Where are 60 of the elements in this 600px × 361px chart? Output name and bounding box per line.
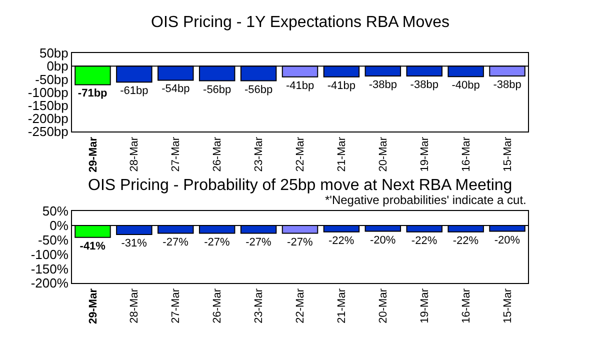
text: *'Negative probabilities' indicate a cut.	[325, 193, 526, 207]
x-tick-label: 23-Mar	[253, 288, 266, 324]
y-tick-label: -200%	[30, 276, 69, 291]
x-tick-label: 28-Mar	[128, 136, 141, 172]
data-label: -38bp	[368, 79, 397, 92]
data-label: -27%	[287, 236, 313, 248]
x-tick-label: 16-Mar	[460, 136, 472, 172]
y-tick-label: -50bp	[35, 72, 68, 87]
y-tick-label: -150%	[30, 261, 69, 276]
chart-title: OIS Pricing - Probability of 25bp move at Next RBA Meeting	[88, 177, 512, 194]
data-label: -41bp	[286, 80, 314, 92]
data-label: -71bp	[78, 88, 108, 100]
x-tick-label: 27-Mar	[170, 288, 182, 324]
y-tick-label: -100bp	[28, 84, 68, 100]
x-tick-label: 19-Mar	[418, 288, 431, 324]
x-tick-label: 19-Mar	[418, 136, 431, 172]
x-tick-label: 27-Mar	[170, 136, 182, 172]
x-tick-label: 15-Mar	[502, 288, 514, 324]
x-tick-label: 26-Mar	[212, 288, 224, 324]
data-label: -38bp	[410, 79, 438, 92]
x-tick-label: 29-Mar	[87, 288, 100, 324]
data-label: -41bp	[327, 80, 356, 92]
data-label: -56bp	[203, 84, 232, 96]
data-label: -27%	[162, 236, 189, 248]
x-tick-label: 20-Mar	[377, 288, 390, 324]
data-label: -38bp	[493, 79, 522, 92]
x-tick-label: 20-Mar	[377, 136, 390, 172]
data-label: -20%	[370, 234, 396, 246]
y-tick-label: -100%	[30, 246, 69, 262]
data-label: -40bp	[452, 80, 480, 92]
x-tick-label: 26-Mar	[212, 136, 224, 172]
data-label: -27%	[204, 236, 230, 248]
x-tick-label: 22-Mar	[294, 288, 307, 324]
x-tick-label: 28-Mar	[128, 288, 141, 324]
y-tick-label: 50bp	[39, 46, 68, 61]
y-tick-label: -150bp	[28, 98, 68, 113]
chart-title: OIS Pricing - 1Y Expectations RBA Moves	[151, 14, 450, 31]
x-tick-label: 22-Mar	[294, 136, 307, 172]
x-tick-label: 21-Mar	[336, 136, 348, 172]
y-tick-label: 0bp	[46, 58, 68, 74]
x-tick-label: 23-Mar	[253, 136, 266, 172]
data-label: -31%	[121, 237, 148, 250]
data-label: -22%	[411, 234, 438, 247]
data-label: -20%	[494, 234, 520, 246]
x-tick-label: 15-Mar	[502, 136, 514, 172]
y-tick-label: -200bp	[28, 111, 68, 126]
y-tick-label: -250bp	[28, 124, 68, 140]
x-tick-label: 29-Mar	[87, 136, 100, 172]
x-tick-label: 16-Mar	[460, 288, 472, 324]
y-tick-label: -50%	[38, 232, 69, 248]
data-label: -22%	[452, 234, 479, 247]
y-tick-label: 0%	[50, 218, 69, 234]
data-label: -56bp	[244, 84, 273, 96]
data-label: -22%	[328, 234, 354, 247]
data-label: -54bp	[162, 83, 190, 96]
y-tick-label: 50%	[42, 204, 69, 219]
data-label: -41%	[80, 240, 106, 252]
data-label: -61bp	[120, 85, 148, 98]
x-tick-label: 21-Mar	[336, 288, 348, 324]
data-label: -27%	[246, 236, 272, 248]
